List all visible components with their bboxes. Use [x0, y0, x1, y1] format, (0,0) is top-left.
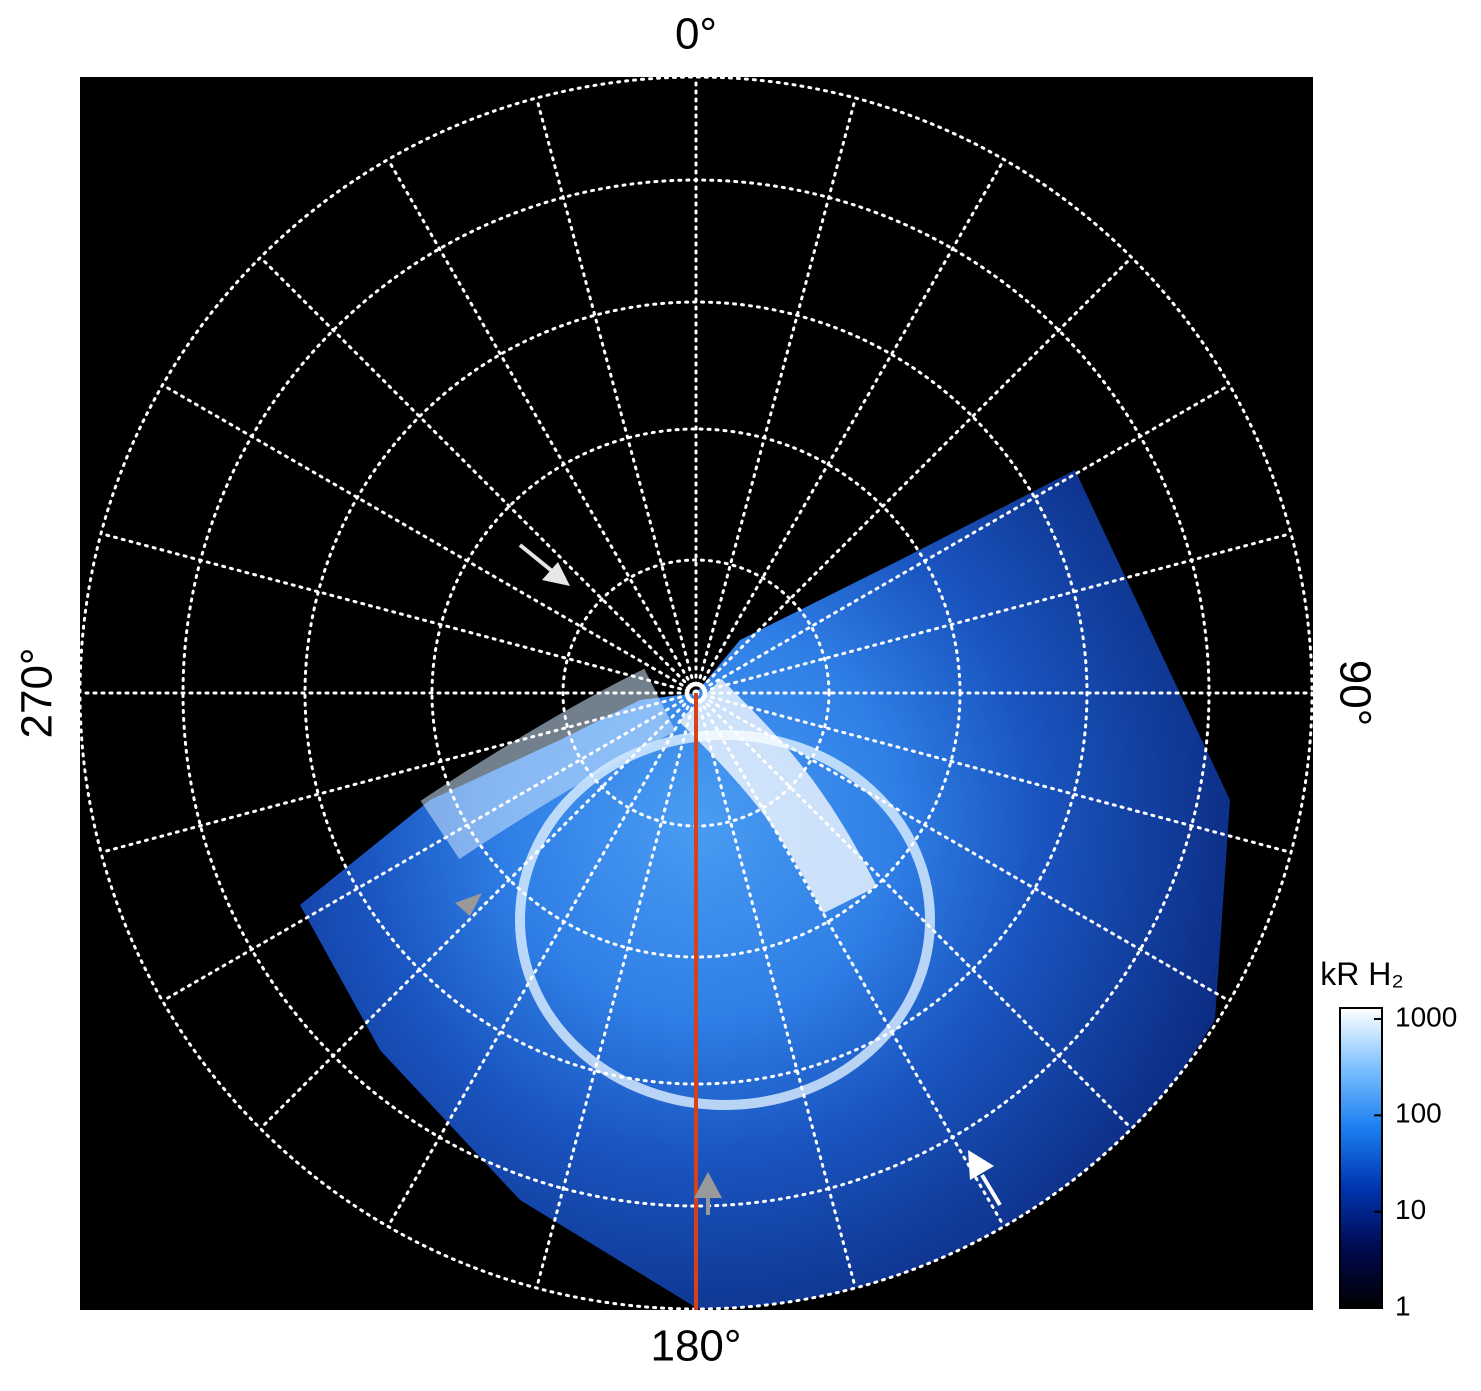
- colorbar-tick-label: 10: [1395, 1194, 1426, 1225]
- longitude-spoke: [694, 383, 1231, 695]
- longitude-spoke: [258, 691, 698, 1131]
- colorbar-tick-label: 100: [1395, 1098, 1442, 1129]
- longitude-spoke: [694, 691, 1006, 1228]
- longitude-spoke: [694, 532, 1293, 695]
- longitude-spoke: [386, 158, 698, 695]
- colorbar: [1339, 1007, 1383, 1309]
- limb-glow: [420, 668, 676, 860]
- bright-streak: [678, 678, 877, 914]
- angle-label: 270°: [13, 647, 62, 738]
- longitude-spoke: [694, 96, 857, 695]
- colorbar-tick-label: 1000: [1395, 1001, 1457, 1032]
- longitude-spoke: [694, 691, 1134, 1131]
- longitude-spoke: [161, 383, 698, 695]
- arrow-head: [455, 893, 482, 916]
- longitude-spoke: [386, 691, 698, 1228]
- longitude-spoke: [535, 691, 698, 1290]
- arrow: [980, 1173, 1002, 1207]
- aurora-image: [300, 470, 1230, 1309]
- angle-label: 180°: [650, 1322, 741, 1371]
- longitude-spoke: [99, 691, 698, 854]
- longitude-spoke: [694, 255, 1134, 695]
- emission-region: [300, 470, 1230, 1309]
- arrows: [455, 543, 1002, 1215]
- arrow-head: [968, 1150, 994, 1180]
- longitude-spoke: [694, 158, 1006, 695]
- longitude-spoke: [694, 691, 1293, 854]
- angle-label: 90°: [1330, 660, 1379, 727]
- colorbar-title: kR H₂: [1320, 956, 1404, 992]
- colorbar-tick-label: 1: [1395, 1290, 1411, 1321]
- arrow: [518, 543, 554, 573]
- arrow-head: [694, 1172, 722, 1198]
- longitude-spoke: [535, 96, 698, 695]
- longitude-spoke: [694, 691, 1231, 1003]
- longitude-spoke: [161, 691, 698, 1003]
- longitude-spoke: [99, 532, 698, 695]
- longitude-spoke: [694, 691, 857, 1290]
- arrow-head: [542, 562, 570, 586]
- angle-label: 0°: [675, 10, 717, 59]
- longitude-spoke: [258, 255, 698, 695]
